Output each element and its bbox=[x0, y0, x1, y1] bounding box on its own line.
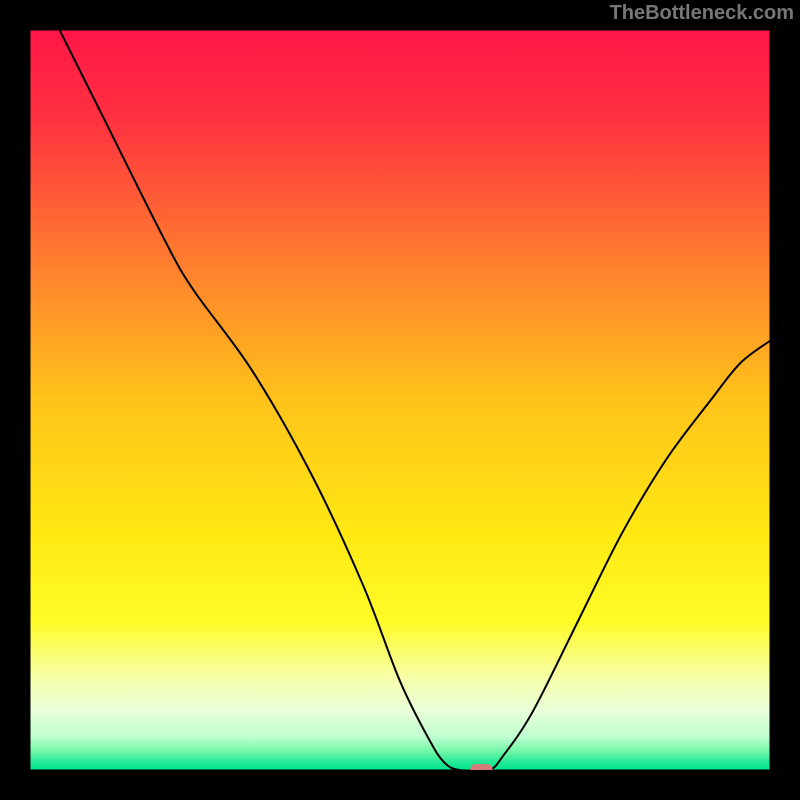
optimal-marker bbox=[470, 764, 492, 776]
bottleneck-chart bbox=[0, 0, 800, 800]
plot-background bbox=[30, 30, 770, 770]
watermark-text: TheBottleneck.com bbox=[610, 2, 794, 25]
